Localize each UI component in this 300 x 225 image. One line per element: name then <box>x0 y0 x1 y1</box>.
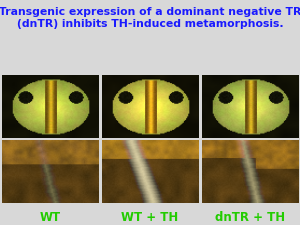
Text: Transgenic expression of a dominant negative TR
(dnTR) inhibits TH-induced metam: Transgenic expression of a dominant nega… <box>0 7 300 29</box>
Text: WT: WT <box>39 211 61 223</box>
Text: WT + TH: WT + TH <box>122 211 178 223</box>
Text: dnTR + TH: dnTR + TH <box>215 211 285 223</box>
